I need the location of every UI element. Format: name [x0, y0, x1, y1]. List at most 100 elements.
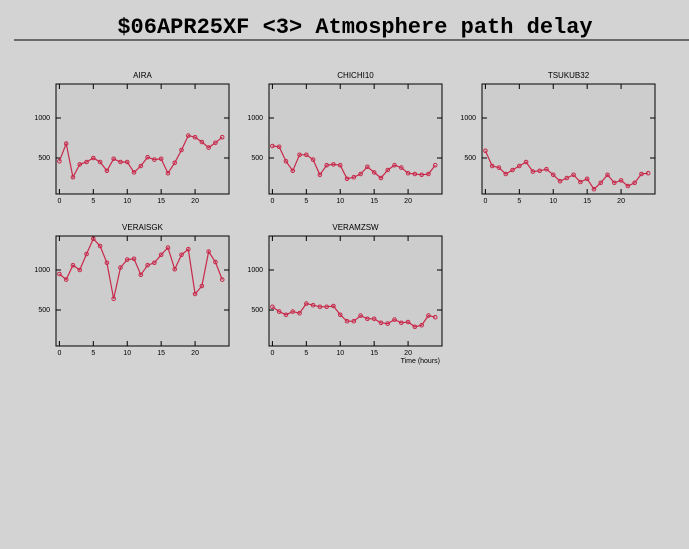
y-tick-label: 500: [38, 155, 50, 162]
data-point: [530, 169, 536, 174]
data-point: [152, 157, 157, 162]
data-point: [510, 167, 515, 173]
data-point: [419, 322, 424, 328]
data-point: [219, 134, 225, 140]
data-point: [91, 155, 96, 161]
data-point: [578, 179, 583, 185]
data-point: [276, 309, 282, 314]
data-point: [317, 172, 323, 178]
data-point: [503, 171, 509, 177]
data-point: [206, 249, 211, 254]
data-point: [310, 157, 316, 162]
data-point: [270, 304, 275, 310]
data-point: [378, 320, 384, 326]
data-point: [57, 271, 62, 277]
data-point: [111, 296, 116, 302]
data-point: [337, 312, 343, 318]
data-point: [358, 171, 363, 177]
data-point: [432, 162, 438, 168]
data-point: [611, 180, 617, 186]
x-tick-label: 5: [91, 198, 95, 205]
x-tick-label: 5: [304, 198, 308, 205]
data-point: [371, 316, 377, 322]
data-point: [317, 304, 323, 310]
data-point: [537, 168, 542, 174]
data-point: [544, 166, 549, 172]
data-point: [179, 252, 184, 258]
data-point: [124, 159, 130, 165]
data-point: [199, 139, 205, 145]
data-point: [131, 256, 137, 262]
plot-area: [55, 235, 230, 347]
panel-title: CHICHI10: [337, 71, 374, 80]
data-point: [138, 272, 144, 278]
data-point: [304, 152, 309, 158]
data-point: [70, 174, 76, 180]
data-point: [77, 162, 83, 167]
x-tick-label: 5: [304, 350, 308, 357]
data-point: [111, 156, 116, 162]
data-point: [385, 321, 391, 326]
data-point: [304, 301, 309, 306]
data-point: [618, 178, 624, 183]
data-point: [172, 160, 178, 166]
x-tick-label: 20: [191, 198, 199, 205]
data-point: [131, 170, 137, 175]
data-point: [324, 304, 329, 310]
x-tick-label: 5: [517, 198, 521, 205]
data-line: [484, 150, 649, 191]
data-point: [199, 283, 205, 289]
x-tick-label: 15: [583, 198, 591, 205]
data-point: [398, 165, 404, 170]
x-tick-label: 10: [123, 350, 131, 357]
data-point: [77, 267, 83, 273]
x-tick-label: 0: [57, 350, 61, 357]
data-point: [584, 176, 590, 182]
page-title: $06APR25XF <3> Atmosphere path delay: [117, 15, 592, 40]
data-point: [145, 262, 150, 268]
panel-title: AIRA: [133, 71, 152, 80]
data-point: [104, 168, 110, 174]
data-point: [523, 159, 529, 165]
data-point: [70, 262, 76, 268]
plot-area: [55, 83, 230, 195]
x-tick-label: 20: [404, 198, 412, 205]
data-point: [605, 172, 610, 178]
data-point: [192, 134, 198, 140]
data-point: [378, 175, 384, 181]
x-tick-label: 20: [404, 350, 412, 357]
x-tick-label: 15: [370, 198, 378, 205]
data-point: [97, 159, 103, 165]
data-point: [412, 171, 418, 177]
data-line: [272, 145, 436, 180]
data-point: [97, 243, 103, 249]
data-point: [358, 313, 363, 318]
data-point: [270, 143, 275, 149]
data-point: [84, 159, 89, 165]
data-point: [598, 180, 604, 186]
x-tick-label: 0: [270, 350, 274, 357]
data-point: [419, 172, 424, 178]
x-tick-label: 0: [270, 198, 274, 205]
y-tick-label: 1000: [460, 115, 476, 122]
data-point: [331, 162, 336, 167]
data-point: [496, 165, 502, 170]
data-point: [185, 246, 191, 252]
panel-title: TSUKUB32: [548, 71, 590, 80]
data-point: [337, 162, 343, 168]
data-point: [158, 252, 164, 258]
data-point: [385, 167, 391, 173]
x-tick-label: 15: [370, 350, 378, 357]
data-point: [351, 318, 357, 324]
x-axis-label: Time (hours): [401, 358, 440, 365]
x-tick-label: 0: [57, 198, 61, 205]
data-point: [324, 162, 329, 168]
data-point: [571, 172, 576, 178]
data-point: [591, 186, 597, 192]
data-point: [91, 236, 96, 242]
x-tick-label: 0: [483, 198, 487, 205]
data-point: [124, 257, 130, 262]
data-point: [297, 310, 302, 316]
data-point: [165, 245, 171, 250]
